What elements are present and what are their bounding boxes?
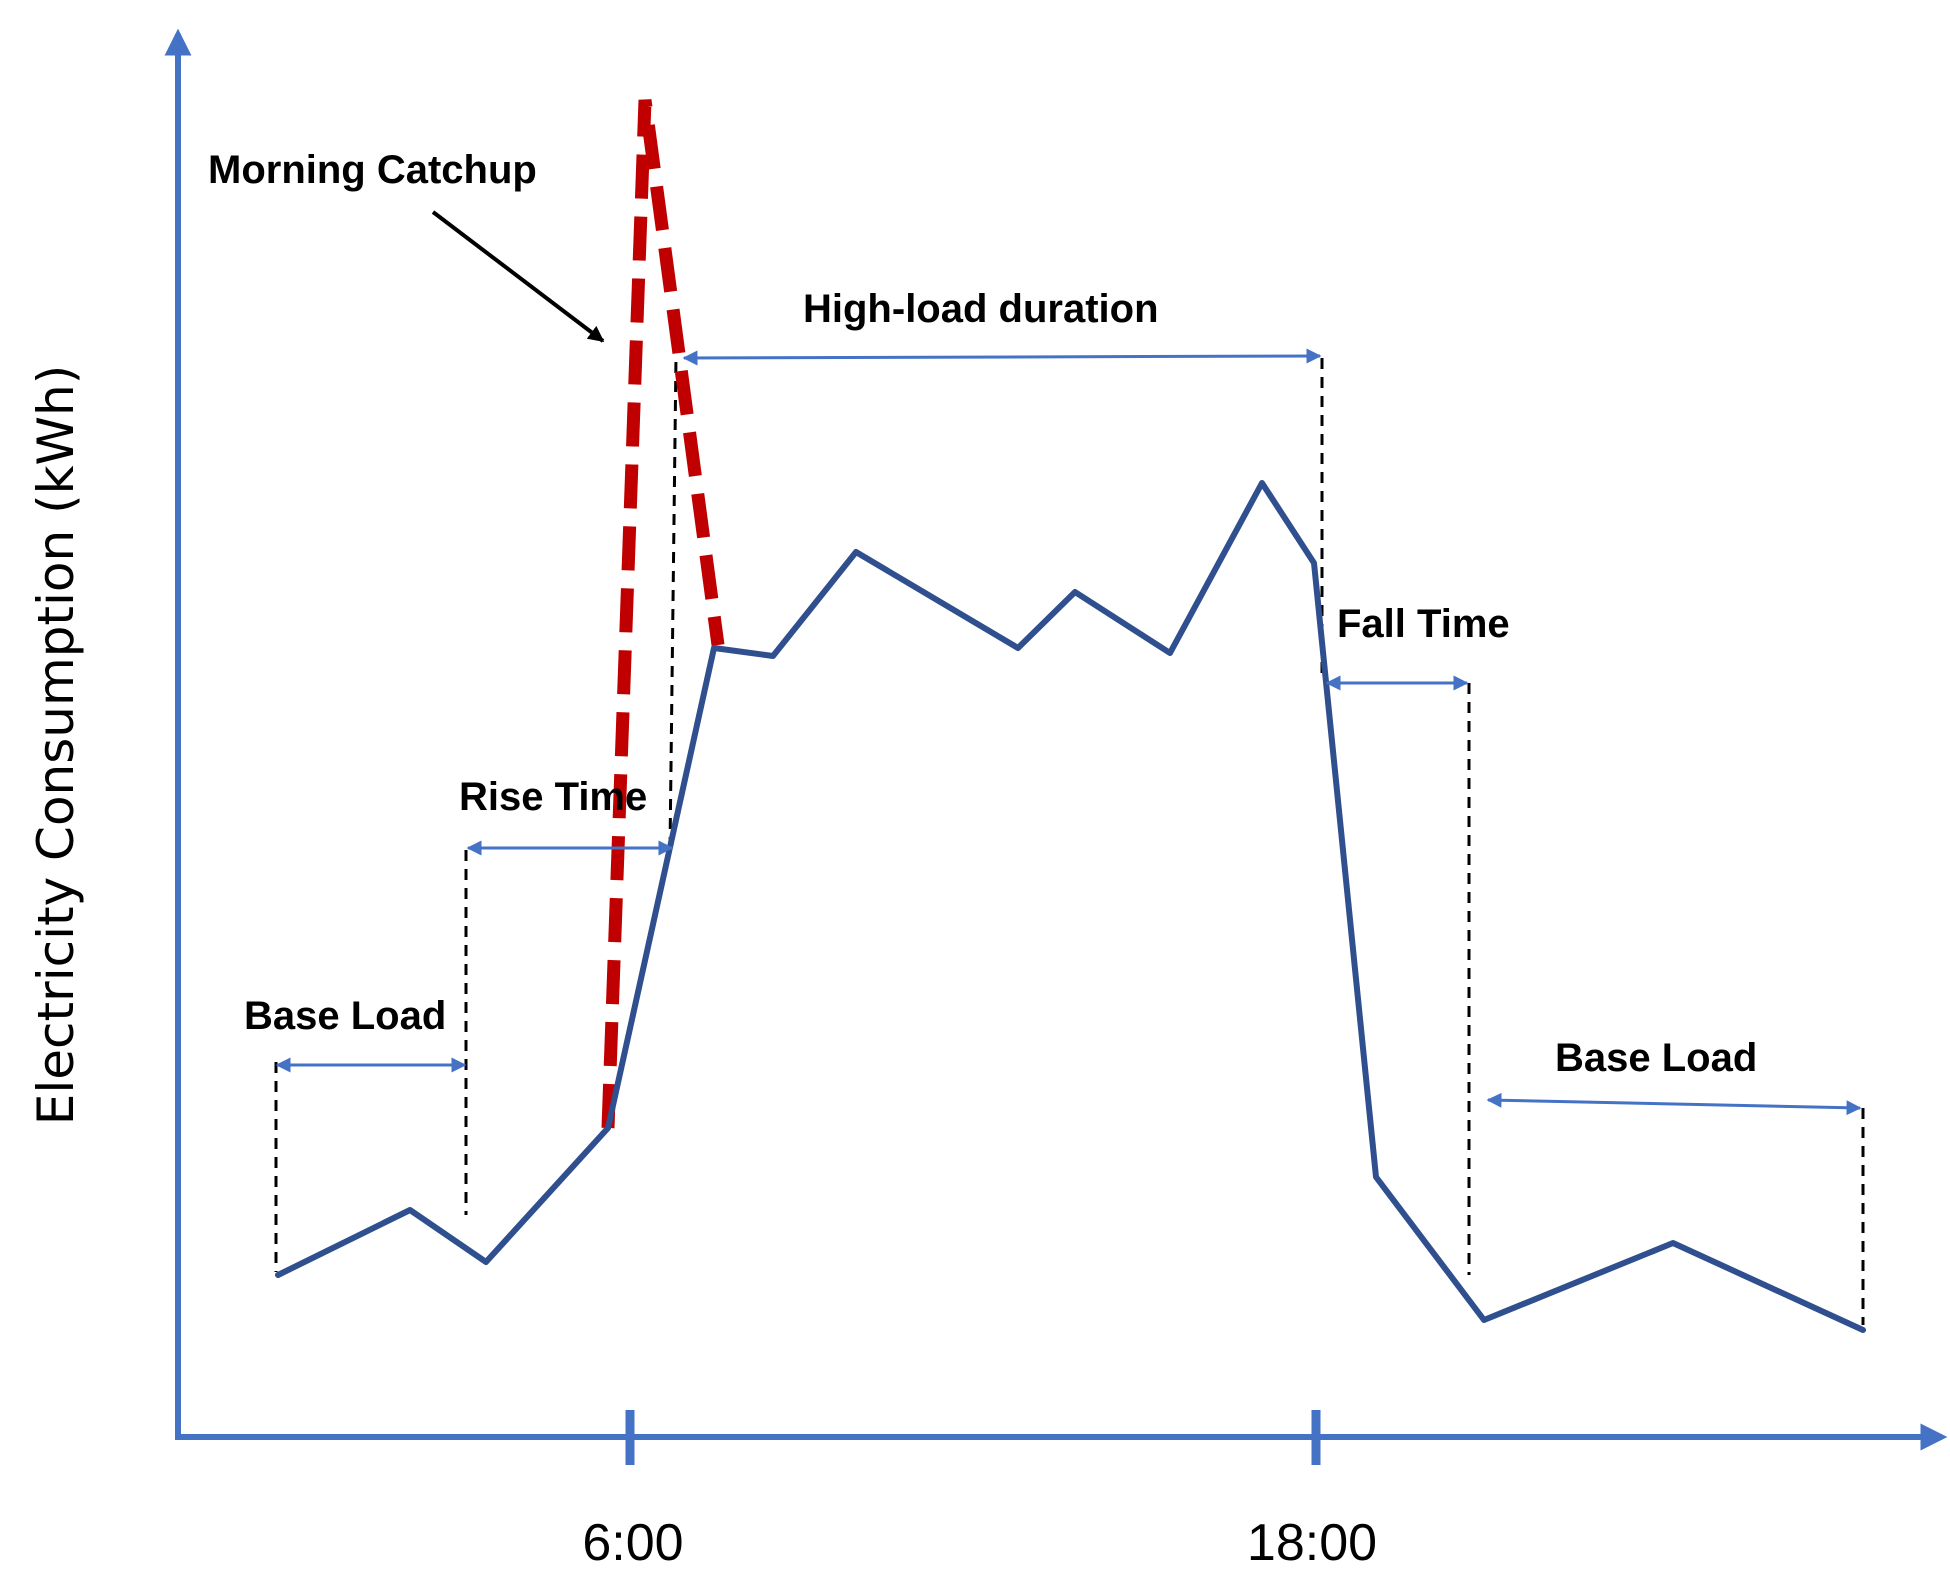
base-load-right-arrow [1486,1092,1862,1116]
high-load-duration-label: High-load duration [803,287,1159,331]
consumption-curve [275,480,1866,1333]
fall-time-label: Fall Time [1337,602,1510,646]
tick-label-18pm: 18:00 [1247,1514,1377,1572]
morning-catchup-label: Morning Catchup [208,148,537,192]
base-load-right-label: Base Load [1555,1036,1757,1080]
guide-lines [274,356,1865,1325]
morning-catchup-callout-arrow [431,210,605,343]
y-axis-label: Electricity Consumption (kWh) [27,365,85,1125]
high-load-duration-arrow [682,348,1322,366]
morning-catchup-spike [601,99,725,1129]
base-load-left-label: Base Load [244,994,446,1038]
tick-label-6am: 6:00 [582,1514,683,1572]
rise-time-label: Rise Time [459,775,647,819]
guide-rise-end [668,356,678,849]
